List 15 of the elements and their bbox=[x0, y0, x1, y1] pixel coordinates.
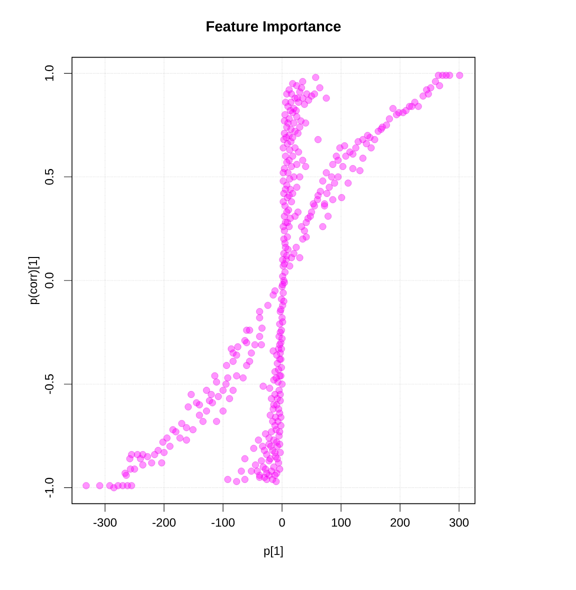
x-axis-title: p[1] bbox=[264, 546, 283, 558]
y-tick-label: -1.0 bbox=[44, 478, 54, 498]
x-tick-label: 200 bbox=[390, 518, 410, 527]
x-tick-label: -300 bbox=[94, 518, 117, 527]
x-tick-label: 100 bbox=[332, 518, 351, 527]
x-tick-label: -100 bbox=[212, 518, 235, 527]
y-tick-label: 0.0 bbox=[44, 272, 54, 288]
y-tick-label: -0.5 bbox=[44, 374, 54, 394]
x-tick-label: 0 bbox=[279, 518, 285, 527]
y-tick-label: 0.5 bbox=[44, 169, 54, 185]
y-axis-title: p(corr)[1] bbox=[28, 257, 40, 304]
y-tick-label: 1.0 bbox=[44, 65, 54, 81]
chart-title: Feature Importance bbox=[206, 21, 341, 34]
x-tick-label: -200 bbox=[152, 518, 176, 527]
x-tick-label: 300 bbox=[450, 518, 469, 527]
